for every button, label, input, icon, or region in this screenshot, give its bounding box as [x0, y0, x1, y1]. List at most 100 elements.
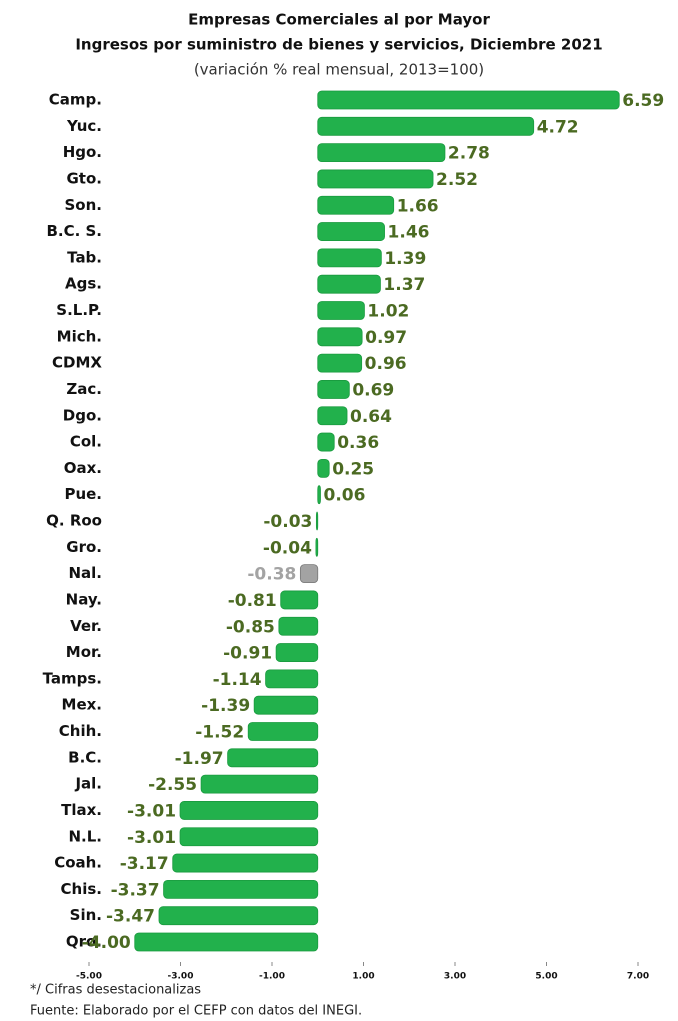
bar	[158, 906, 319, 926]
value-label: -0.04	[263, 538, 312, 558]
category-label: Chis.	[61, 880, 102, 898]
category-label: S.L.P.	[56, 301, 102, 319]
bar	[163, 879, 319, 899]
note: Fuente: Elaborado por el CEFP con datos …	[30, 1004, 362, 1019]
category-label: Ags.	[65, 275, 102, 293]
category-label: Tlax.	[61, 801, 102, 819]
bar	[317, 248, 382, 268]
bar	[253, 695, 319, 715]
category-label: Gro.	[66, 538, 102, 556]
bar	[179, 801, 319, 820]
value-label: -0.91	[223, 644, 272, 664]
value-label: 1.46	[388, 223, 430, 243]
category-label: Coah.	[54, 854, 102, 872]
x-tick-label: 1.00	[352, 972, 374, 982]
bar	[317, 301, 365, 320]
category-label: Nal.	[68, 564, 102, 582]
x-tick-label: -3.00	[168, 972, 194, 982]
category-label: Hgo.	[63, 143, 102, 161]
value-label: 0.69	[352, 380, 394, 400]
value-label: -1.14	[213, 670, 262, 690]
bar	[317, 195, 395, 215]
value-label: -0.03	[263, 512, 312, 532]
category-label: B.C. S.	[46, 222, 102, 240]
value-label: -0.81	[228, 591, 277, 611]
value-label: -1.52	[195, 723, 244, 743]
category-label: Tamps.	[43, 669, 102, 687]
value-label: 1.66	[397, 196, 439, 216]
bar	[317, 143, 446, 163]
bar	[247, 722, 319, 741]
bar	[179, 827, 319, 847]
category-label: B.C.	[68, 748, 102, 766]
value-label: -0.38	[247, 565, 296, 585]
bar	[315, 537, 319, 557]
value-label: -3.47	[106, 907, 155, 927]
value-label: -4.00	[82, 933, 131, 953]
value-label: -1.39	[201, 696, 250, 716]
value-label: 0.64	[350, 407, 392, 427]
chart-subtitle: (variación % real mensual, 2013=100)	[194, 61, 484, 79]
value-label: -3.37	[111, 880, 160, 900]
value-label: 1.02	[367, 302, 409, 322]
value-label: 2.78	[448, 144, 490, 164]
x-tick-label: 7.00	[627, 972, 649, 982]
category-label: Zac.	[66, 380, 102, 398]
bar	[317, 116, 535, 136]
category-label: CDMX	[52, 354, 102, 372]
bar	[315, 511, 319, 531]
value-label: 0.25	[332, 459, 374, 479]
bar	[299, 564, 319, 584]
note: */ Cifras desestacionalizas	[30, 983, 201, 998]
category-label: Yuc.	[66, 117, 102, 135]
bar	[278, 616, 319, 636]
bar	[317, 222, 385, 241]
category-label: Nay.	[66, 590, 102, 608]
category-label: Ver.	[70, 617, 102, 635]
bar	[265, 669, 319, 689]
value-label: -3.17	[120, 854, 169, 874]
bar	[317, 485, 321, 505]
value-label: 1.37	[383, 275, 425, 295]
bar	[317, 169, 434, 189]
category-label: Dgo.	[63, 406, 102, 424]
category-label: Mich.	[57, 327, 102, 345]
bar	[134, 932, 319, 952]
category-label: Jal.	[74, 775, 102, 793]
category-label: Col.	[70, 433, 102, 451]
value-label: -1.97	[175, 749, 224, 769]
bar	[317, 380, 350, 399]
bar	[200, 774, 319, 794]
value-label: -0.85	[226, 617, 275, 637]
value-label: 0.96	[365, 354, 407, 374]
value-label: 0.97	[365, 328, 407, 348]
x-tick-label: 5.00	[535, 972, 557, 982]
value-label: -3.01	[127, 828, 176, 848]
bar	[227, 748, 319, 768]
bar	[317, 353, 363, 373]
value-label: -2.55	[148, 775, 197, 795]
bar	[280, 590, 319, 610]
value-label: 1.39	[384, 249, 426, 269]
category-label: Chih.	[59, 722, 102, 740]
value-label: 2.52	[436, 170, 478, 190]
bar	[275, 643, 319, 662]
value-label: -3.01	[127, 801, 176, 821]
bar	[172, 853, 319, 873]
value-label: 0.36	[337, 433, 379, 453]
category-label: Q. Roo	[46, 512, 102, 530]
bar	[317, 432, 335, 452]
category-label: Qro.	[66, 933, 102, 951]
bar	[317, 406, 348, 426]
category-label: Oax.	[64, 459, 102, 477]
bar	[317, 90, 620, 110]
category-label: Son.	[65, 196, 103, 214]
value-label: 0.06	[323, 486, 365, 506]
chart-title: Empresas Comerciales al por Mayor	[188, 11, 490, 29]
category-label: Gto.	[67, 169, 103, 187]
category-label: Mor.	[66, 643, 102, 661]
category-label: Sin.	[70, 906, 102, 924]
bar	[317, 327, 363, 347]
category-label: Camp.	[49, 91, 102, 109]
chart-subtitle: Ingresos por suministro de bienes y serv…	[75, 36, 602, 54]
